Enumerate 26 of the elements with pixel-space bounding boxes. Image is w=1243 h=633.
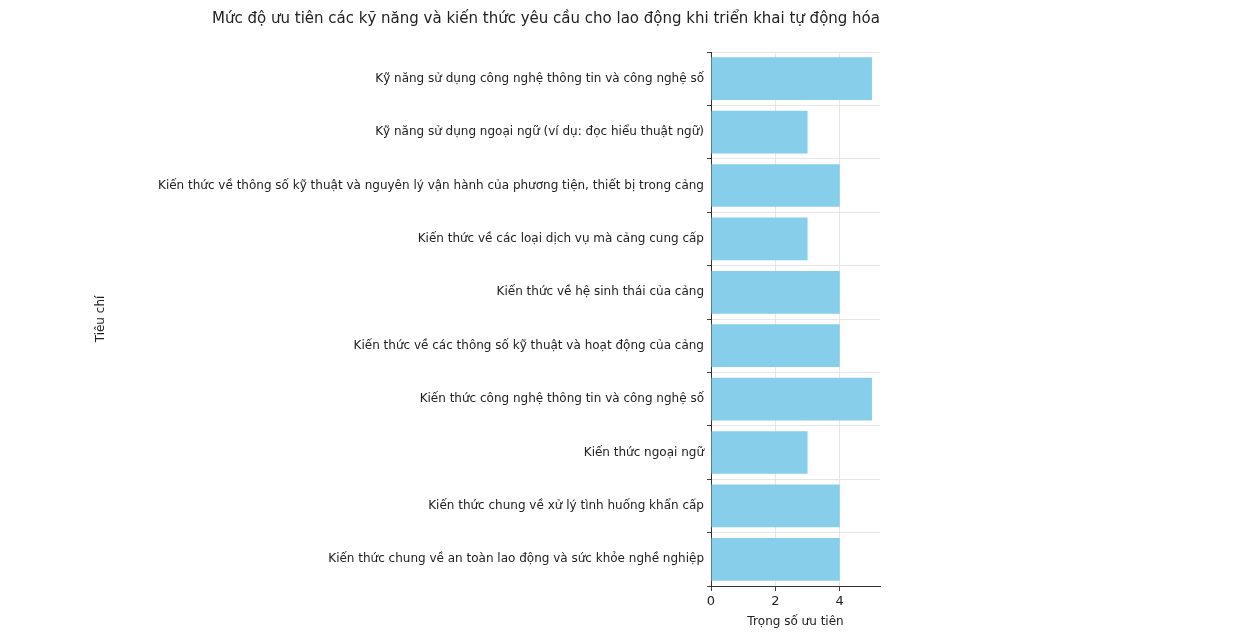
bar [711, 324, 840, 368]
text: Mức độ ưu tiên các kỹ năng và kiến thức yêu cầu cho lao động khi triển khai tự động hóa [212, 8, 880, 27]
y-tick-label: Kỹ năng sử dụng ngoại ngữ (ví dụ: đọc hiểu thuật ngữ) [375, 124, 704, 139]
y-tick-label: Kỹ năng sử dụng công nghệ thông tin và công nghệ số [375, 70, 705, 85]
x-axis-title: Trọng số ưu tiên [746, 613, 844, 628]
y-tick-label: Kiến thức về các loại dịch vụ mà cảng cung cấp [417, 231, 704, 246]
y-tick-label: Kiến thức về thông số kỹ thuật và nguyên lý vận hành của phương tiện, thiết bị trong cảng [158, 177, 704, 192]
bar [711, 110, 808, 154]
y-tick-label: Kiến thức chung về xử lý tình huống khẩn cấp [428, 498, 704, 513]
y-tick-label: Kiến thức công nghệ thông tin và công nghệ số [419, 391, 705, 406]
x-tick-label: 0 [706, 593, 716, 609]
bar [711, 270, 840, 314]
bar [711, 217, 808, 261]
y-tick-label: Kiến thức về hệ sinh thái của cảng [496, 284, 704, 299]
y-tick-label: Kiến thức về các thông số kỹ thuật và hoạt động của cảng [353, 337, 704, 352]
bar [711, 164, 840, 207]
y-tick-label: Kiến thức ngoại ngữ [583, 444, 706, 459]
bar [711, 377, 872, 421]
bar [711, 57, 872, 101]
x-tick-label: 2 [771, 593, 780, 609]
bar [711, 537, 840, 581]
y-tick-label: Kiến thức chung về an toàn lao động và sức khỏe nghề nghiệp [328, 551, 704, 566]
bar [711, 484, 840, 528]
y-axis-title: Tiêu chí [93, 295, 108, 344]
x-tick-label: 4 [835, 593, 844, 609]
bar [711, 431, 808, 474]
